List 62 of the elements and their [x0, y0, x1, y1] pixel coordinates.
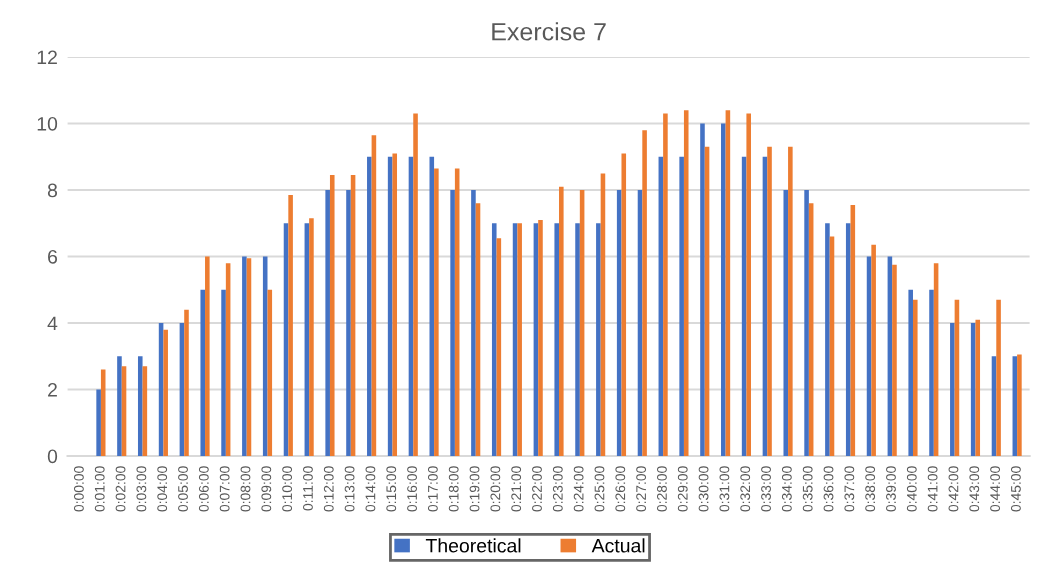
- bar: [700, 123, 705, 456]
- bar: [1017, 354, 1022, 456]
- bar: [329, 175, 335, 456]
- bar: [683, 110, 689, 456]
- bar: [721, 123, 726, 456]
- bar: [621, 153, 627, 456]
- bar: [221, 289, 226, 456]
- bar: [450, 190, 455, 456]
- y-tick-label: 6: [48, 249, 58, 264]
- bar: [346, 190, 351, 456]
- bar: [596, 223, 601, 456]
- bar: [908, 289, 913, 456]
- bar: [517, 223, 522, 456]
- bar: [309, 218, 314, 456]
- bar: [845, 223, 851, 456]
- bar: [267, 289, 273, 456]
- bar: [767, 146, 772, 456]
- y-tick-label: 2: [48, 382, 57, 397]
- bar: [96, 389, 101, 456]
- bar: [575, 223, 580, 456]
- bar: [912, 299, 918, 456]
- bar: [392, 153, 398, 456]
- bar: [996, 299, 1001, 456]
- bar: [892, 264, 897, 456]
- bar: [559, 186, 564, 456]
- y-tick-label: 4: [47, 316, 58, 331]
- bar: [783, 190, 789, 456]
- bar: [117, 356, 122, 456]
- bar: [184, 309, 189, 456]
- bar: [929, 289, 934, 456]
- bar: [975, 319, 981, 456]
- bar: [471, 190, 476, 456]
- bar: [538, 219, 543, 456]
- bar: [491, 223, 497, 456]
- bar: [200, 289, 206, 456]
- y-tick-label: 12: [37, 50, 57, 65]
- bar: [325, 190, 330, 456]
- bar: [825, 223, 830, 456]
- legend-label: Actual: [591, 538, 645, 553]
- bar: [367, 156, 372, 456]
- bar: [663, 113, 668, 456]
- bar: [950, 323, 955, 456]
- bar: [205, 256, 210, 456]
- bar: [746, 113, 751, 456]
- bar: [413, 113, 418, 456]
- y-tick-label: 8: [47, 183, 58, 198]
- y-tick-label: 10: [37, 116, 58, 131]
- bar: [804, 190, 809, 456]
- bar: [434, 168, 439, 456]
- bar: [242, 256, 247, 456]
- chart-title: Exercise 7: [492, 22, 606, 41]
- bar: [137, 356, 143, 456]
- bar: [679, 156, 684, 456]
- legend-label: Theoretical: [425, 538, 521, 553]
- bar: [788, 146, 793, 456]
- bar: [642, 130, 647, 456]
- bar: [163, 329, 168, 456]
- bar: [288, 194, 293, 456]
- y-tick-label: 0: [47, 449, 58, 464]
- bar: [871, 244, 876, 456]
- bar: [554, 223, 560, 456]
- bar: [429, 156, 435, 456]
